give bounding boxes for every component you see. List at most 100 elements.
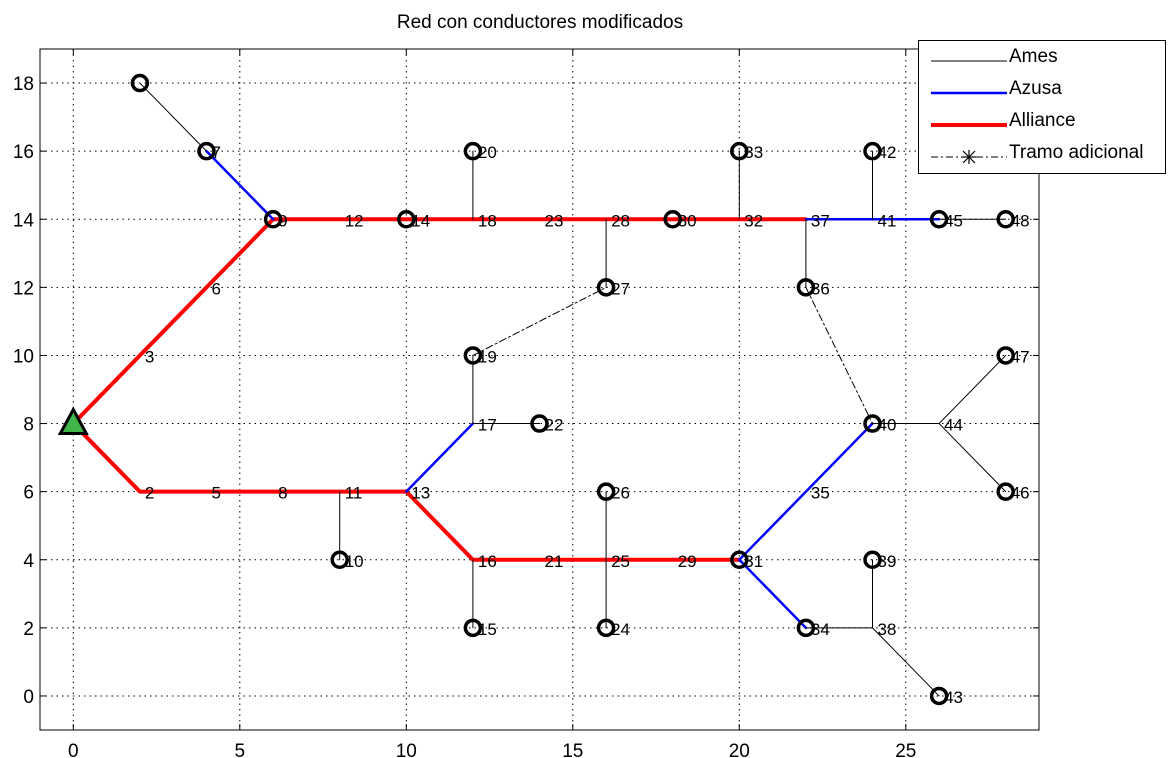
node-terminal [596,482,616,501]
edge-ames [139,82,207,152]
edge-ames [872,627,940,697]
node-label: 20 [478,143,497,162]
node-terminal [796,618,816,638]
node-label: 47 [1011,347,1030,366]
node-terminal [996,346,1015,365]
node-label: 26 [611,484,630,503]
x-tick-label: 15 [562,741,583,758]
y-tick-label: 8 [23,415,34,436]
node-label: 5 [212,484,221,503]
node-terminal [397,210,416,229]
node-label: 2 [145,484,154,503]
node-label: 33 [744,143,763,162]
node-terminal [530,414,549,433]
node-terminal [863,414,882,433]
node-label: 42 [878,143,897,162]
legend-entry-ames: Ames [919,43,1167,73]
node-label: 22 [545,416,564,435]
node-label: 35 [811,484,830,503]
node-label: 37 [811,211,830,230]
node-label: 6 [212,279,221,298]
y-tick-label: 16 [13,142,34,163]
network-nodes [130,73,1015,706]
x-tick-label: 0 [68,741,79,758]
node-label: 19 [478,347,497,366]
legend: Ames Azusa Alliance Tramo adicional [918,40,1166,174]
legend-label-ames: Ames [1009,46,1058,67]
legend-entry-azusa: Azusa [919,75,1167,105]
node-label: 25 [611,552,630,571]
node-label: 38 [878,620,897,639]
node-label: 3 [145,347,154,366]
node-terminal [596,618,616,638]
edge-azusa [405,422,475,493]
y-tick-label: 12 [13,278,34,299]
y-tick-label: 10 [13,346,34,367]
node-label: 15 [478,620,497,639]
node-label: 14 [411,211,430,230]
node-terminal [130,73,150,93]
node-label: 9 [278,211,287,230]
edge-adicional [805,286,873,425]
x-tick-label: 10 [396,741,417,758]
node-label: 12 [345,211,364,230]
edge-ames [938,354,1007,425]
node-label: 31 [744,552,763,571]
source-marker [57,406,89,436]
legend-swatch-azusa [931,91,1007,95]
y-tick-label: 2 [23,619,34,640]
node-terminal [730,141,749,161]
network-edges [71,82,1007,697]
node-label: 8 [278,484,287,503]
x-tick-label: 5 [235,741,246,758]
legend-entry-adicional: Tramo adicional [919,139,1167,169]
y-tick-label: 0 [23,687,34,708]
node-label: 36 [811,279,830,298]
legend-swatch-alliance [931,123,1007,127]
node-label: 23 [545,211,564,230]
node-terminal [463,346,483,365]
edge-azusa [205,149,275,221]
node-label: 21 [545,552,564,571]
node-label: 29 [678,552,697,571]
y-tick-label: 18 [13,74,34,95]
node-label: 18 [478,211,497,230]
legend-label-azusa: Azusa [1009,78,1062,99]
node-terminal [996,210,1015,229]
node-terminal [463,618,483,638]
node-label: 11 [345,484,363,503]
node-terminal [996,482,1015,501]
node-terminal [463,141,483,161]
legend-swatch-ames [931,60,1007,62]
node-terminal [863,550,882,569]
node-label: 7 [212,143,221,162]
node-label: 32 [744,211,763,230]
node-terminal [730,550,749,569]
node-label: 48 [1011,211,1030,230]
node-terminal [663,210,682,229]
y-tick-label: 6 [23,483,34,504]
node-label: 45 [944,211,963,230]
node-terminal [330,550,349,569]
node-label: 39 [878,552,897,571]
legend-label-alliance: Alliance [1009,110,1076,131]
node-terminal [796,278,816,297]
node-label: 41 [878,211,897,230]
node-label: 44 [944,416,963,435]
node-label: 17 [478,416,497,435]
node-label: 30 [678,211,697,230]
node-terminal [263,210,283,229]
legend-swatch-adicional [931,150,1007,164]
node-label: 16 [478,552,497,571]
node-label: 24 [611,620,630,639]
x-tick-label: 20 [729,741,750,758]
legend-entry-alliance: Alliance [919,107,1167,137]
legend-label-adicional: Tramo adicional [1009,142,1144,163]
node-label: 43 [944,688,963,707]
node-label: 34 [811,620,830,639]
edge-adicional [472,286,607,356]
node-label: 13 [411,484,430,503]
